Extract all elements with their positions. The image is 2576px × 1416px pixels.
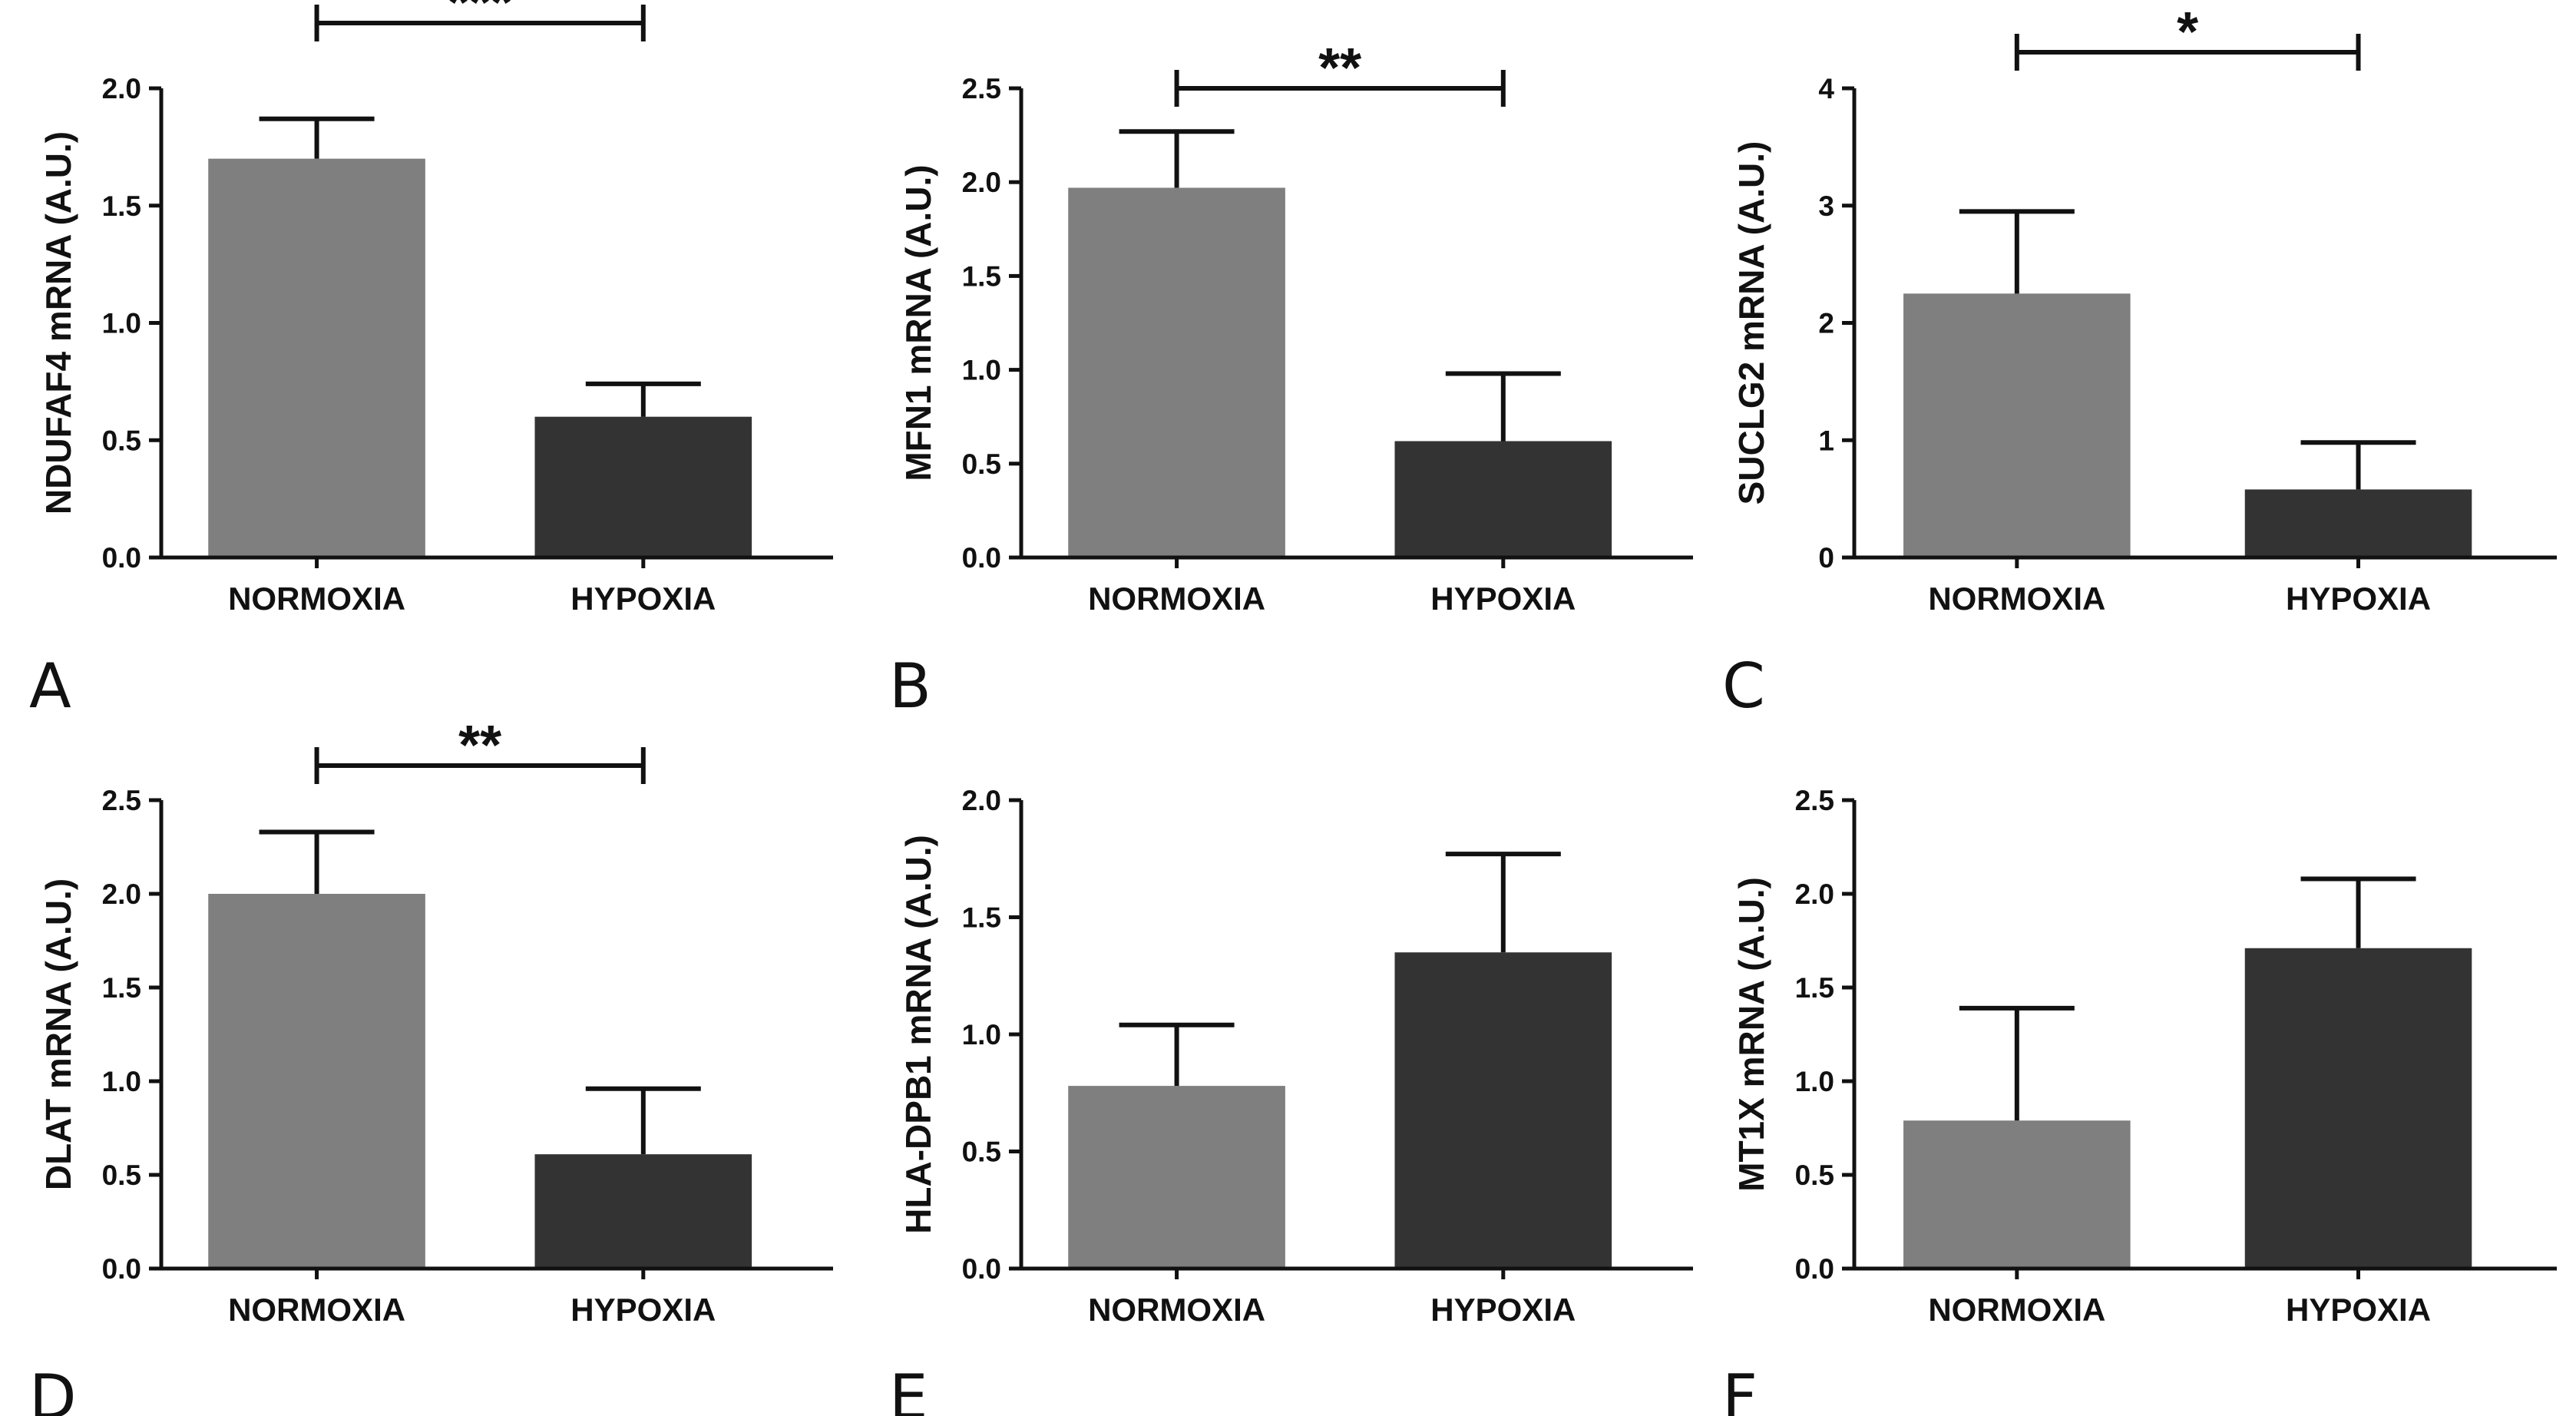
panel-e-bar-normoxia [1068, 1086, 1285, 1269]
panel-c-y-tick-label: 0 [1818, 542, 1834, 574]
panel-b-y-tick-label: 0.0 [962, 542, 1001, 574]
panel-c-bar-hypoxia [2244, 489, 2472, 557]
panel-a-category-label: NORMOXIA [228, 581, 405, 617]
panel-b-category-label: NORMOXIA [1088, 581, 1265, 617]
panel-e-y-tick-label: 0.0 [962, 1253, 1001, 1285]
panel-c-letter: C [1722, 650, 1765, 722]
panel-d-y-tick-label: 1.5 [102, 972, 141, 1004]
panel-d-chart: NORMOXIA HYPOXIA 0.0 0.5 1.0 1.5 2.0 2.5 DLAT mR… [29, 715, 833, 1416]
panel-e-y-tick-label: 0.5 [962, 1136, 1001, 1168]
panel-c-bar-normoxia [1903, 293, 2131, 557]
panel-f-y-tick-label: 2.0 [1795, 878, 1834, 910]
panel-d-y-tick-label: 2.0 [102, 878, 141, 910]
panel-b-y-tick-label: 2.0 [962, 167, 1001, 198]
panel-f-category-label: HYPOXIA [2286, 1292, 2431, 1328]
panel-d-significance-label: ** [458, 715, 501, 776]
panel-e-category-label: HYPOXIA [1430, 1292, 1576, 1328]
panel-b-bar-hypoxia [1394, 441, 1612, 557]
panel-e-bar-hypoxia [1394, 952, 1612, 1269]
panel-d-y-tick-label: 1.0 [102, 1066, 141, 1097]
panel-c-y-tick-label: 3 [1818, 190, 1834, 222]
panel-a-y-tick-label: 2.0 [102, 73, 141, 104]
panel-c-chart: NORMOXIA HYPOXIA 0 1 2 3 4 SUCLG2 mRNA (A.U.) C * [1722, 2, 2557, 722]
panel-e-y-tick-label: 1.5 [962, 902, 1001, 934]
panel-d-y-tick-label: 2.5 [102, 785, 141, 816]
panel-d-letter: D [29, 1361, 77, 1416]
panel-f-category-label: NORMOXIA [1928, 1292, 2105, 1328]
panel-d-y-tick-label: 0.0 [102, 1253, 141, 1285]
panel-c-category-label: NORMOXIA [1928, 581, 2105, 617]
panel-b-y-tick-label: 1.5 [962, 260, 1001, 292]
panel-e-y-axis-title: HLA-DPB1 mRNA (A.U.) [898, 835, 938, 1234]
panel-a-y-tick-label: 0.0 [102, 542, 141, 574]
panel-c-category-label: HYPOXIA [2286, 581, 2431, 617]
panel-a-y-tick-label: 1.5 [102, 190, 141, 222]
panel-e-chart: NORMOXIA HYPOXIA 0.0 0.5 1.0 1.5 2.0 HLA-DPB1 m… [889, 785, 1693, 1416]
panel-a-letter: A [29, 650, 71, 722]
panel-f-chart: NORMOXIA HYPOXIA 0.0 0.5 1.0 1.5 2.0 2.5 MT1X mR… [1722, 785, 2557, 1416]
panel-f-y-tick-label: 0.5 [1795, 1160, 1834, 1191]
panel-f-bar-normoxia [1903, 1120, 2131, 1269]
panel-a-y-tick-label: 0.5 [102, 425, 141, 456]
panel-f-y-axis-title: MT1X mRNA (A.U.) [1731, 877, 1771, 1192]
panel-c-significance-label: * [2177, 2, 2198, 63]
panel-a-significance-label: *** [448, 0, 512, 34]
panel-a-y-tick-label: 1.0 [102, 308, 141, 339]
panel-f-y-tick-label: 1.0 [1795, 1066, 1834, 1097]
panel-f-y-tick-label: 0.0 [1795, 1253, 1834, 1285]
panel-c-y-tick-label: 4 [1818, 73, 1834, 104]
panel-d-y-axis-title: DLAT mRNA (A.U.) [38, 878, 78, 1190]
panel-b-y-axis-title: MFN1 mRNA (A.U.) [898, 164, 938, 481]
panel-f-y-tick-label: 2.5 [1795, 785, 1834, 816]
panel-c-y-tick-label: 1 [1818, 425, 1834, 456]
panel-f-bar-hypoxia [2244, 948, 2472, 1269]
panel-b-significance-label: ** [1318, 38, 1361, 99]
panel-e-letter: E [889, 1361, 928, 1416]
panel-c-y-axis-title: SUCLG2 mRNA (A.U.) [1731, 141, 1771, 505]
panel-b-y-tick-label: 1.0 [962, 355, 1001, 386]
panel-a-chart: NORMOXIA HYPOXIA 0.0 0.5 1.0 1.5 2.0 NDUFAF4 mR… [29, 0, 833, 722]
panel-d-bar-normoxia [208, 894, 425, 1269]
panel-a-category-label: HYPOXIA [570, 581, 716, 617]
panel-f-letter: F [1722, 1361, 1758, 1416]
panel-b-chart: NORMOXIA HYPOXIA 0.0 0.5 1.0 1.5 2.0 2.5 MFN1 mR… [889, 38, 1693, 722]
panel-a-bar-normoxia [208, 158, 425, 557]
panel-e-y-tick-label: 1.0 [962, 1019, 1001, 1050]
panel-b-y-tick-label: 2.5 [962, 73, 1001, 104]
panel-c-y-tick-label: 2 [1818, 308, 1834, 339]
panel-b-bar-normoxia [1068, 187, 1285, 558]
panel-d-bar-hypoxia [534, 1154, 752, 1269]
panel-b-category-label: HYPOXIA [1430, 581, 1576, 617]
panel-e-category-label: NORMOXIA [1088, 1292, 1265, 1328]
panel-a-bar-hypoxia [534, 416, 752, 557]
panel-d-category-label: HYPOXIA [570, 1292, 716, 1328]
panel-f-y-tick-label: 1.5 [1795, 972, 1834, 1004]
panel-b-letter: B [889, 650, 931, 722]
panel-d-category-label: NORMOXIA [228, 1292, 405, 1328]
panel-b-y-tick-label: 0.5 [962, 448, 1001, 480]
panel-a-y-axis-title: NDUFAF4 mRNA (A.U.) [38, 131, 78, 514]
panel-e-y-tick-label: 2.0 [962, 785, 1001, 816]
panel-d-y-tick-label: 0.5 [102, 1160, 141, 1191]
